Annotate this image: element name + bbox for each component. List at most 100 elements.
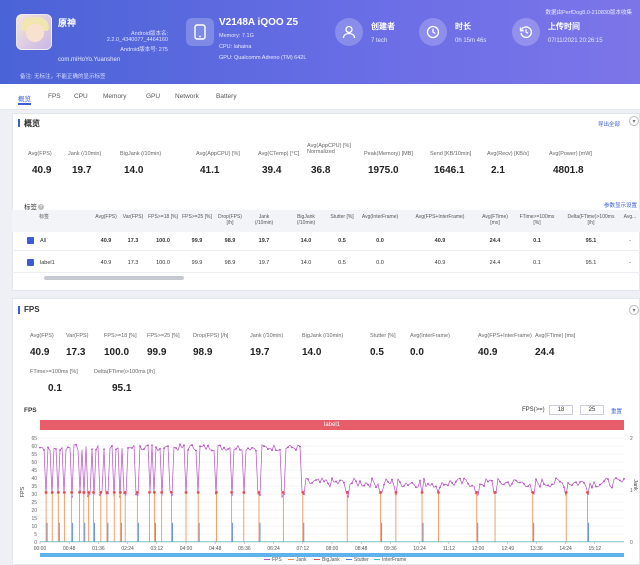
fps-point bbox=[295, 449, 297, 451]
overview-metric-value: 2.1 bbox=[491, 165, 505, 176]
bigjank-marker bbox=[215, 491, 218, 494]
bigjank-marker bbox=[281, 491, 285, 494]
collapse-overview-icon[interactable]: ▾ bbox=[629, 116, 639, 126]
collapse-fps-icon[interactable]: ▾ bbox=[629, 305, 639, 315]
tab-battery[interactable]: Battery bbox=[216, 93, 237, 100]
fps-point bbox=[207, 444, 209, 447]
bigjank-marker bbox=[118, 491, 122, 494]
fps-point bbox=[551, 483, 553, 486]
fps-metric-value: 17.3 bbox=[66, 347, 86, 358]
tab-overview[interactable]: 概览 bbox=[18, 93, 31, 105]
table-cell: 98.9 bbox=[224, 260, 236, 266]
table-header-cell[interactable]: FTime>=100ms [%] bbox=[519, 214, 555, 226]
table-header-cell[interactable]: Avg(FTime) [ms] bbox=[482, 214, 508, 226]
label-band[interactable]: label1 bbox=[40, 420, 624, 430]
fps-point bbox=[403, 485, 405, 487]
table-header-cell[interactable]: 标签 bbox=[38, 214, 49, 220]
x-tick-label: 08:00 bbox=[326, 546, 339, 552]
fps-metric-label: FTime>=100ms [%] bbox=[30, 369, 78, 375]
history-icon bbox=[512, 18, 540, 46]
clock-icon bbox=[419, 18, 447, 46]
legend-item[interactable]: BigJank bbox=[314, 557, 340, 563]
fps-point bbox=[411, 481, 413, 484]
table-header-cell[interactable]: Avg(FPS) bbox=[95, 214, 117, 220]
export-all-link[interactable]: 导出全部 bbox=[598, 122, 621, 128]
table-header-cell[interactable]: Avg(InterFrame) bbox=[361, 214, 399, 220]
table-header-cell[interactable]: Jank (/10min) bbox=[254, 214, 274, 226]
y-tick-label: 5 bbox=[34, 532, 37, 538]
legend-item[interactable]: Stutter bbox=[346, 557, 369, 563]
tab-memory[interactable]: Memory bbox=[103, 93, 127, 100]
fps-point bbox=[599, 483, 601, 486]
fps-point bbox=[199, 445, 201, 448]
fps-point bbox=[415, 486, 417, 489]
x-tick-label: 14:24 bbox=[559, 546, 572, 552]
x-tick-label: 02:24 bbox=[121, 546, 134, 552]
legend-label: BigJank bbox=[322, 557, 340, 563]
fps-threshold-a-input[interactable]: 18 bbox=[549, 405, 573, 415]
bigjank-marker bbox=[152, 491, 156, 494]
table-header-cell[interactable]: Var(FPS) bbox=[122, 214, 144, 220]
fps-metric-value: 0.5 bbox=[370, 347, 384, 358]
table-header-cell[interactable]: Stutter [%] bbox=[330, 214, 354, 220]
fps-point bbox=[499, 480, 501, 483]
fps-point bbox=[535, 478, 537, 481]
table-header-cell[interactable]: Delta(FTime)>100ms [/h] bbox=[567, 214, 615, 226]
legend-item[interactable]: InterFrame bbox=[374, 557, 406, 563]
bigjank-marker bbox=[345, 491, 349, 494]
fps-metric-label: Avg(FPS+InterFrame) bbox=[478, 333, 532, 339]
fps-point bbox=[235, 448, 237, 450]
bigjank-marker bbox=[44, 491, 48, 494]
table-scrollbar[interactable] bbox=[44, 276, 184, 280]
table-cell: 98.9 bbox=[224, 238, 236, 244]
device-title: V2148A iQOO Z5 bbox=[219, 17, 299, 28]
legend-label: FPS bbox=[272, 557, 282, 563]
table-cell: - bbox=[629, 238, 631, 244]
legend-item[interactable]: FPS bbox=[264, 557, 282, 563]
table-header-cell[interactable]: Avg... bbox=[623, 214, 637, 220]
table-header-cell[interactable]: BigJank (/10min) bbox=[296, 214, 316, 226]
fps-point bbox=[47, 446, 49, 449]
fps-point bbox=[515, 479, 517, 482]
section-tabs: 概览 FPS CPU Memory GPU Network Battery bbox=[0, 84, 640, 110]
row-checkbox[interactable] bbox=[27, 259, 34, 266]
x-tick-label: 01:36 bbox=[92, 546, 105, 552]
labels-title: 标签? bbox=[24, 204, 44, 211]
table-row[interactable] bbox=[12, 272, 640, 273]
help-icon[interactable]: ? bbox=[38, 204, 44, 211]
tab-network[interactable]: Network bbox=[175, 93, 199, 100]
fps-point bbox=[331, 477, 333, 480]
fps-point bbox=[443, 484, 445, 486]
table-cell: 99.9 bbox=[191, 260, 203, 266]
table-header-cell[interactable]: FPS>=25 [%] bbox=[182, 214, 212, 220]
fps-point bbox=[487, 480, 489, 483]
table-cell: 100.0 bbox=[156, 238, 170, 244]
tab-gpu[interactable]: GPU bbox=[146, 93, 161, 100]
bigjank-marker bbox=[82, 491, 86, 494]
fps-point bbox=[355, 480, 357, 483]
table-header-cell[interactable]: Drop(FPS) [/h] bbox=[218, 214, 242, 226]
row-checkbox[interactable] bbox=[27, 237, 34, 244]
table-row[interactable] bbox=[12, 250, 640, 251]
x-tick-label: 10:24 bbox=[413, 546, 426, 552]
fps-point bbox=[559, 480, 561, 483]
fps-metric-value: 24.4 bbox=[535, 347, 555, 358]
table-header-cell[interactable]: Avg(FPS+InterFrame) bbox=[415, 214, 465, 220]
x-tick-label: 12:00 bbox=[472, 546, 485, 552]
bigjank-marker bbox=[123, 491, 127, 494]
creator-label: 创建者 bbox=[371, 22, 395, 31]
table-header-cell[interactable]: FPS>=18 [%] bbox=[148, 214, 178, 220]
legend-item[interactable]: Jank bbox=[288, 557, 307, 563]
fps-point bbox=[143, 448, 145, 450]
param-settings-link[interactable]: 参数显示设置 bbox=[604, 203, 638, 209]
fps-chart[interactable]: 0 5 10 15 20 25 30 35 40 45 50 55 60 65 0 1 2 FPS Jank 00:0… bbox=[14, 430, 640, 565]
reset-link[interactable]: 重置 bbox=[611, 409, 623, 415]
fps-point bbox=[271, 449, 273, 452]
tab-fps[interactable]: FPS bbox=[48, 93, 61, 100]
tab-cpu[interactable]: CPU bbox=[74, 93, 88, 100]
fps-metric-label: BigJank (/10min) bbox=[302, 333, 344, 339]
bigjank-marker bbox=[301, 491, 305, 494]
fps-threshold-b-input[interactable]: 25 bbox=[580, 405, 604, 415]
bigjank-marker bbox=[230, 491, 234, 494]
table-cell: 0.5 bbox=[338, 238, 346, 244]
